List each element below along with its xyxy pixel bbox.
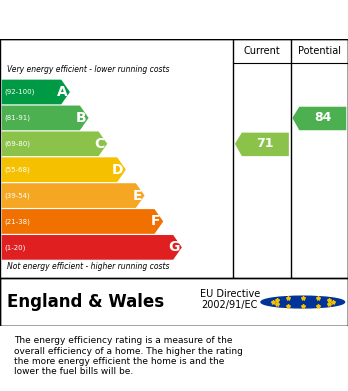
Text: D: D xyxy=(112,163,123,177)
Text: A: A xyxy=(57,85,68,99)
Text: The energy efficiency rating is a measure of the
overall efficiency of a home. T: The energy efficiency rating is a measur… xyxy=(14,336,243,377)
Polygon shape xyxy=(235,133,289,156)
Text: Current: Current xyxy=(244,46,280,56)
Text: Energy Efficiency Rating: Energy Efficiency Rating xyxy=(50,11,298,30)
Polygon shape xyxy=(2,235,182,260)
Polygon shape xyxy=(2,183,144,208)
Text: England & Wales: England & Wales xyxy=(7,293,164,311)
Text: (69-80): (69-80) xyxy=(4,140,30,147)
Text: (55-68): (55-68) xyxy=(4,167,30,173)
Polygon shape xyxy=(2,106,89,130)
Circle shape xyxy=(261,296,345,308)
Polygon shape xyxy=(2,209,163,234)
Text: Not energy efficient - higher running costs: Not energy efficient - higher running co… xyxy=(7,262,169,271)
Text: E: E xyxy=(133,188,142,203)
Polygon shape xyxy=(292,107,346,130)
Text: Very energy efficient - lower running costs: Very energy efficient - lower running co… xyxy=(7,65,169,74)
Text: (39-54): (39-54) xyxy=(4,192,30,199)
Text: C: C xyxy=(94,137,105,151)
Text: Potential: Potential xyxy=(298,46,341,56)
Text: EU Directive
2002/91/EC: EU Directive 2002/91/EC xyxy=(199,289,260,310)
Polygon shape xyxy=(2,80,70,104)
Polygon shape xyxy=(2,157,126,182)
Polygon shape xyxy=(2,131,107,156)
Text: 84: 84 xyxy=(314,111,331,124)
Text: (92-100): (92-100) xyxy=(4,89,34,95)
Text: F: F xyxy=(151,215,160,228)
Text: 71: 71 xyxy=(256,137,274,150)
Text: (21-38): (21-38) xyxy=(4,218,30,225)
Text: (81-91): (81-91) xyxy=(4,115,30,121)
Text: G: G xyxy=(168,240,179,255)
Text: B: B xyxy=(76,111,86,125)
Text: (1-20): (1-20) xyxy=(4,244,25,251)
